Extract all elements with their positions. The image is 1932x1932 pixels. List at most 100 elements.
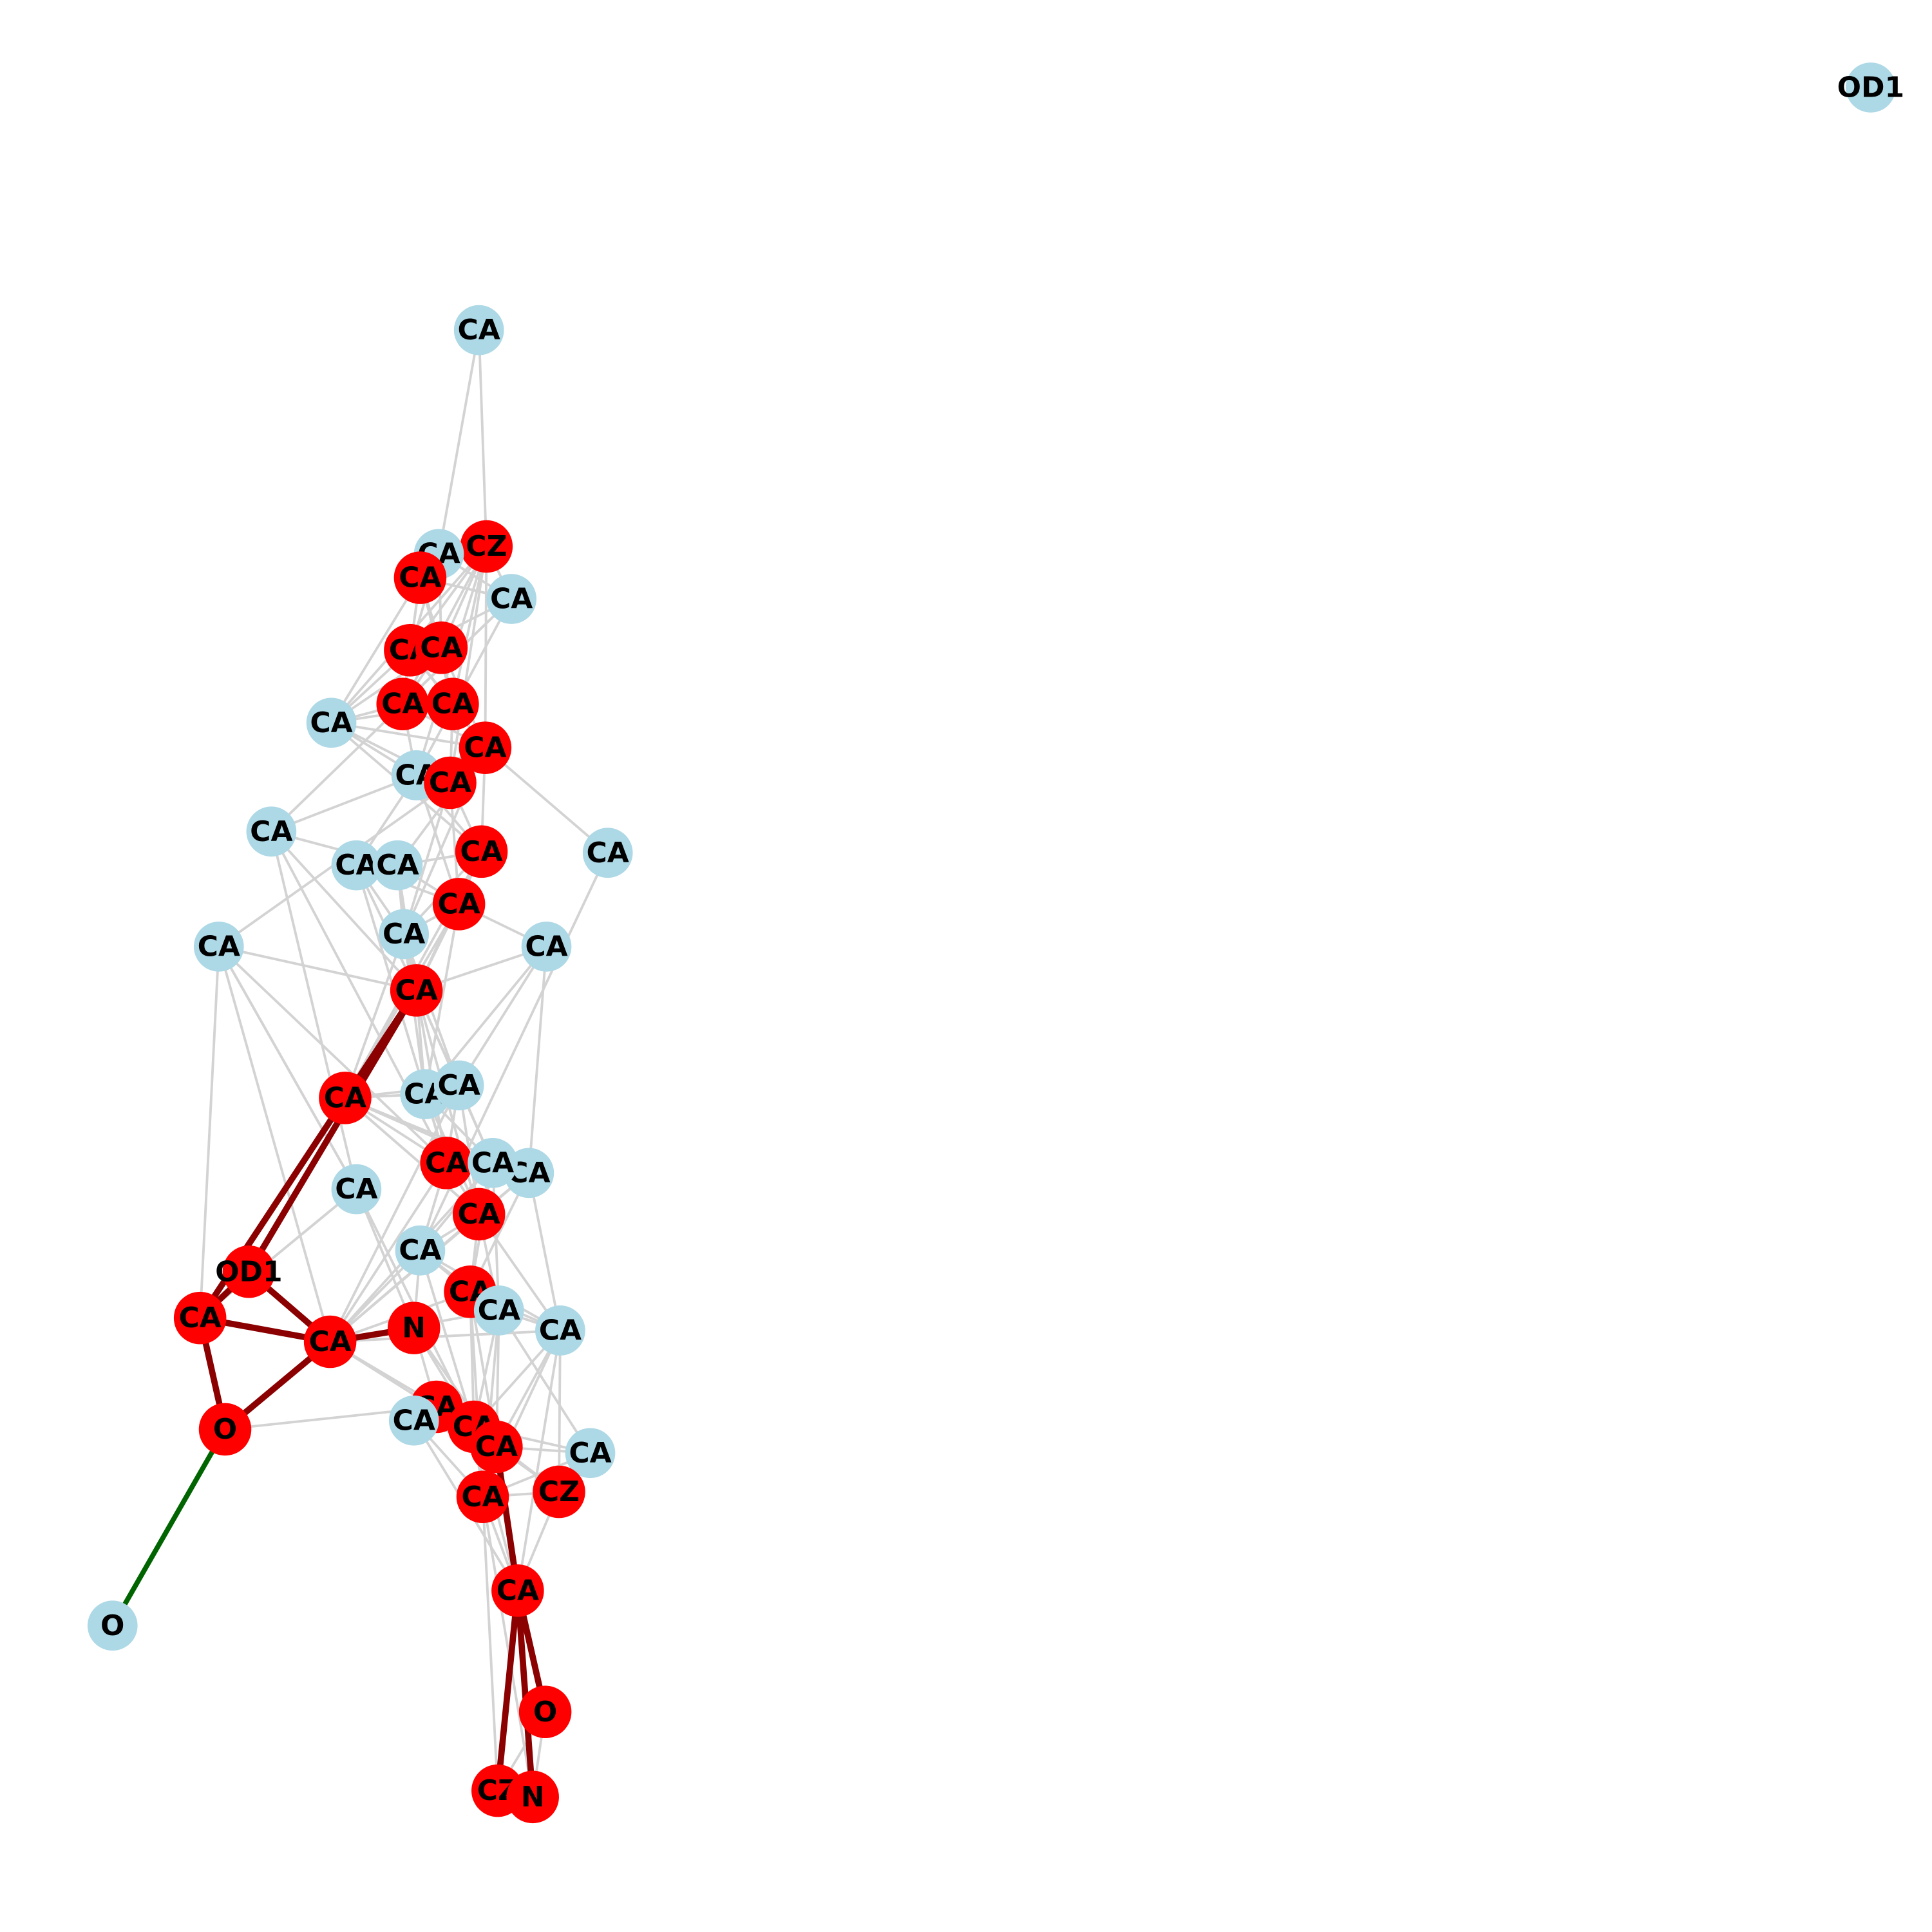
atom-circle xyxy=(565,1428,616,1479)
atom-node: CA xyxy=(424,756,477,810)
atom-node: CA xyxy=(193,922,244,972)
atom-label: CA xyxy=(376,849,419,882)
atom-label: CA xyxy=(458,1198,500,1231)
atom-label: CA xyxy=(425,1146,468,1179)
default-edge xyxy=(198,945,220,1320)
default-edge xyxy=(484,746,609,855)
atom-circle xyxy=(473,1285,524,1336)
atom-node: CA xyxy=(306,697,357,748)
atom-label: CA xyxy=(399,1234,441,1267)
atom-label: CA xyxy=(569,1437,611,1470)
atom-node: CA xyxy=(426,677,479,730)
atom-label: O xyxy=(533,1696,557,1728)
bridge-edge xyxy=(109,1426,228,1629)
atom-circle xyxy=(452,1188,506,1241)
atom-label: CA xyxy=(381,688,424,721)
atom-node: CA xyxy=(303,1315,357,1368)
atom-label: CA xyxy=(399,562,441,594)
atom-label: O xyxy=(100,1609,124,1642)
atom-circle xyxy=(331,840,382,891)
atom-label: CA xyxy=(461,1481,504,1513)
atom-label: CZ xyxy=(538,1475,580,1508)
default-edge xyxy=(328,1084,460,1343)
atom-label: CA xyxy=(393,1404,435,1437)
atom-label: CA xyxy=(471,1146,514,1179)
atom-node: CA xyxy=(432,878,486,931)
atom-node: CA xyxy=(331,840,382,891)
atom-node: OD1 xyxy=(215,1245,283,1298)
atom-label: CA xyxy=(587,837,629,869)
atom-node: CZ xyxy=(533,1465,585,1519)
atom-circle xyxy=(521,922,572,972)
atom-circle xyxy=(193,922,244,972)
default-edge xyxy=(343,1096,480,1216)
atom-circle xyxy=(198,1403,252,1456)
atom-node: CZ xyxy=(460,520,513,573)
atom-label: CA xyxy=(308,1325,351,1358)
atom-circle xyxy=(1846,62,1896,113)
default-edge xyxy=(497,1309,592,1455)
atom-circle xyxy=(533,1465,585,1519)
atom-circle xyxy=(453,305,504,355)
atom-label: CA xyxy=(458,314,500,346)
default-edge xyxy=(419,1249,475,1428)
bridge-edges xyxy=(109,1426,228,1629)
default-edge xyxy=(328,1329,562,1343)
atom-circle xyxy=(424,756,477,810)
atom-label: CA xyxy=(464,732,506,764)
atom-node: O xyxy=(518,1685,572,1739)
atom-circle xyxy=(468,1137,518,1188)
atom-circle xyxy=(459,721,512,774)
atom-node: OD1 xyxy=(1837,62,1904,113)
atom-node: CA xyxy=(433,1060,484,1111)
atom-node: O xyxy=(87,1600,138,1651)
atom-label: CA xyxy=(490,583,533,616)
atom-circle xyxy=(455,825,508,878)
atom-circle xyxy=(420,1137,473,1189)
atom-circle xyxy=(222,1245,276,1298)
atom-node: CA xyxy=(393,551,447,604)
default-edge xyxy=(437,328,480,556)
atom-label: CA xyxy=(198,930,240,963)
atom-circle xyxy=(393,551,447,604)
atom-circle xyxy=(387,1302,440,1354)
default-edge xyxy=(402,781,451,936)
atom-label: CA xyxy=(420,631,462,664)
default-edge xyxy=(477,328,488,548)
atom-label: CA xyxy=(460,835,502,868)
atom-circle xyxy=(506,1770,559,1824)
atom-circle xyxy=(460,520,513,573)
atom-circle xyxy=(303,1315,357,1368)
atom-node: CA xyxy=(173,1291,227,1345)
atom-node: CA xyxy=(453,305,504,355)
atom-node: CA xyxy=(486,574,537,624)
atom-node: CA xyxy=(459,721,512,774)
atom-circle xyxy=(331,1164,382,1215)
atom-node: CA xyxy=(491,1564,544,1617)
atom-circle xyxy=(432,878,486,931)
default-edge xyxy=(328,1213,480,1343)
default-edge xyxy=(217,945,332,1343)
atom-circle xyxy=(433,1060,484,1111)
atom-node: O xyxy=(198,1403,252,1456)
atom-label: O xyxy=(213,1413,237,1446)
atom-node: CA xyxy=(246,806,297,857)
atom-circle xyxy=(388,1395,439,1446)
atom-label: CA xyxy=(429,766,471,799)
atom-node: CA xyxy=(388,1395,439,1446)
atom-label: CA xyxy=(310,706,352,739)
highlight-edge xyxy=(515,1587,536,1801)
atom-label: CA xyxy=(335,1173,377,1206)
default-edge xyxy=(457,945,548,1087)
atom-label: CA xyxy=(478,1294,520,1327)
atom-circle xyxy=(372,840,423,891)
atom-node: CA xyxy=(452,1188,506,1241)
atom-circle xyxy=(426,677,479,730)
atom-node: CA xyxy=(395,1225,446,1276)
atom-label: CA xyxy=(539,1314,582,1347)
atom-label: N xyxy=(402,1312,426,1345)
atom-node: CA xyxy=(390,964,443,1017)
atom-label: CA xyxy=(475,1430,518,1463)
